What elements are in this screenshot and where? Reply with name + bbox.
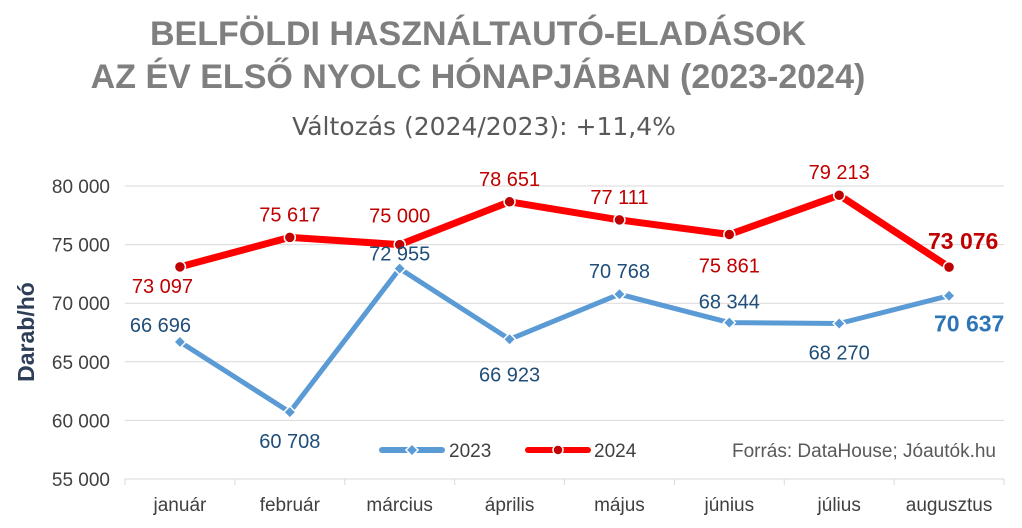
x-tick-label: július bbox=[817, 495, 861, 516]
chart-title-line1: BELFÖLDI HASZNÁLTAUTÓ-ELADÁSOK bbox=[150, 15, 806, 53]
chart-subtitle: Változás (2024/2023): +11,4% bbox=[292, 112, 676, 141]
series-lines bbox=[172, 188, 957, 420]
data-label-2024: 75 861 bbox=[699, 256, 760, 278]
point-2024 bbox=[723, 228, 736, 241]
point-2024 bbox=[283, 231, 297, 244]
x-tick-label: június bbox=[703, 495, 754, 516]
x-tick-label: április bbox=[485, 495, 535, 516]
data-label-2023: 68 344 bbox=[699, 292, 760, 314]
data-label-2024: 77 111 bbox=[590, 187, 648, 209]
point-2024 bbox=[503, 195, 516, 209]
data-label-2023: 72 955 bbox=[369, 244, 430, 266]
y-axis-label: Darab/hó bbox=[13, 282, 39, 382]
chart-title-line2: AZ ÉV ELSŐ NYOLC HÓNAPJÁBAN (2023-2024) bbox=[91, 58, 866, 96]
data-label-2023: 66 923 bbox=[479, 364, 540, 386]
source-note: Forrás: DataHouse; Jóautók.hu bbox=[732, 441, 996, 462]
data-label-2023: 68 270 bbox=[809, 342, 870, 364]
data-label-2024: 73 097 bbox=[132, 276, 193, 298]
legend-label-2023: 2023 bbox=[449, 441, 491, 462]
data-labels: 66 696 60 708 72 955 66 923 70 768 68 344 68 2… bbox=[130, 162, 1005, 453]
y-tick-label: 65 000 bbox=[52, 353, 110, 374]
y-tick-label: 70 000 bbox=[52, 294, 110, 315]
gridlines bbox=[125, 185, 1004, 480]
y-axis-ticks: 55 000 60 000 65 000 70 000 75 000 80 000 bbox=[52, 177, 110, 491]
x-tick-label: január bbox=[153, 495, 207, 516]
x-tick-label: augusztus bbox=[906, 495, 993, 516]
point-2023 bbox=[942, 288, 957, 303]
data-label-2024: 73 076 bbox=[928, 228, 998, 254]
point-2024 bbox=[613, 213, 626, 227]
data-label-2024: 75 000 bbox=[369, 206, 430, 228]
legend: 2023 2024 bbox=[379, 441, 637, 462]
data-label-2024: 79 213 bbox=[809, 162, 870, 184]
x-axis-ticks: január február március április május június jú… bbox=[124, 479, 1005, 516]
series-line-2023 bbox=[177, 266, 952, 415]
legend-marker-2023 bbox=[404, 442, 420, 458]
point-2023 bbox=[832, 316, 847, 331]
data-label-2023: 70 637 bbox=[934, 311, 1004, 337]
y-tick-label: 75 000 bbox=[52, 236, 110, 257]
point-2024 bbox=[173, 260, 187, 274]
data-label-2023: 70 768 bbox=[589, 261, 650, 283]
point-2023 bbox=[612, 287, 627, 302]
legend-marker-2024 bbox=[552, 444, 564, 456]
point-2024 bbox=[942, 260, 956, 274]
data-label-2023: 66 696 bbox=[130, 315, 191, 337]
y-tick-label: 60 000 bbox=[52, 411, 110, 432]
point-2023 bbox=[502, 332, 517, 347]
y-tick-label: 80 000 bbox=[52, 177, 110, 198]
data-label-2023: 60 708 bbox=[259, 431, 320, 453]
point-2023 bbox=[722, 315, 737, 330]
series-line-2024 bbox=[176, 191, 953, 271]
x-tick-label: március bbox=[366, 495, 433, 516]
point-2024 bbox=[393, 238, 406, 251]
point-2024 bbox=[832, 188, 846, 202]
x-tick-label: május bbox=[594, 495, 645, 516]
data-label-2024: 75 617 bbox=[259, 204, 320, 226]
y-tick-label: 55 000 bbox=[52, 470, 110, 491]
legend-label-2024: 2024 bbox=[594, 441, 637, 462]
point-2023 bbox=[172, 334, 187, 349]
point-2023 bbox=[392, 261, 407, 276]
x-tick-label: február bbox=[260, 495, 321, 516]
point-2023 bbox=[282, 405, 297, 420]
data-label-2024: 78 651 bbox=[479, 169, 540, 191]
